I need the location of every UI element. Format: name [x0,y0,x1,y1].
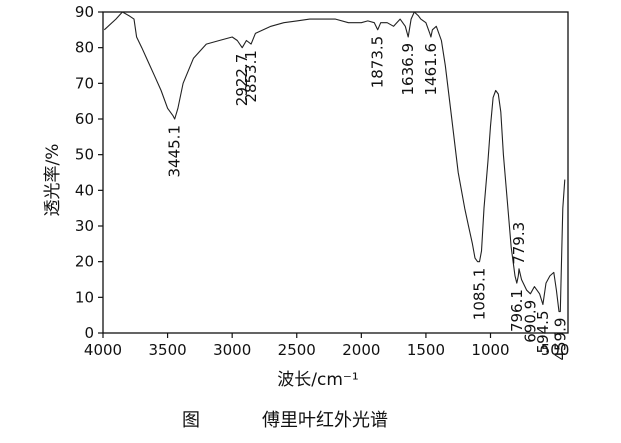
y-axis-title: 透光率/% [43,144,63,217]
x-tick-label: 4000 [84,341,122,359]
y-tick-label: 30 [75,217,94,235]
peak-label: 3445.1 [166,125,184,178]
x-tick-label: 1500 [407,341,445,359]
peak-label: 594.5 [534,311,552,354]
peak-label: 1636.9 [399,43,417,96]
x-tick-label: 1000 [471,341,509,359]
y-tick-label: 60 [75,110,94,128]
plot-frame [102,11,569,334]
y-tick-label: 40 [75,181,94,199]
y-tick-label: 20 [75,253,94,271]
x-axis-title: 波长/cm⁻¹ [277,370,358,390]
y-tick-label: 70 [75,74,94,92]
y-tick-label: 10 [75,288,94,306]
peak-label: 779.3 [510,222,528,265]
x-tick-label: 2000 [342,341,380,359]
peak-label: 690.9 [521,300,539,343]
plot-area: 4000 3500 3000 2500 2000 1500 1000 500 0 10 20 30 40… [75,3,569,361]
figure-caption-label: 图 [182,410,200,431]
x-tick-label: 2500 [278,341,316,359]
peak-label: 1873.5 [369,36,387,89]
y-tick-label: 90 [75,3,94,21]
peak-label: 1461.6 [422,43,440,96]
peak-label: 1085.1 [471,268,489,321]
peak-label: 2922.7 [233,54,251,106]
peak-label: 2853.1 [242,50,260,103]
x-tick-label: 500 [541,341,570,359]
y-tick-label: 0 [84,324,94,342]
spectrum-line [103,11,566,313]
y-tick-label: 50 [75,146,94,164]
x-tick-label: 3500 [148,341,186,359]
x-tick-label: 3000 [213,341,251,359]
figure-caption-title: 傅里叶红外光谱 [262,410,388,431]
peak-label: 796.1 [508,289,526,332]
peak-label: 459.9 [551,318,569,361]
y-tick-label: 80 [75,39,94,57]
